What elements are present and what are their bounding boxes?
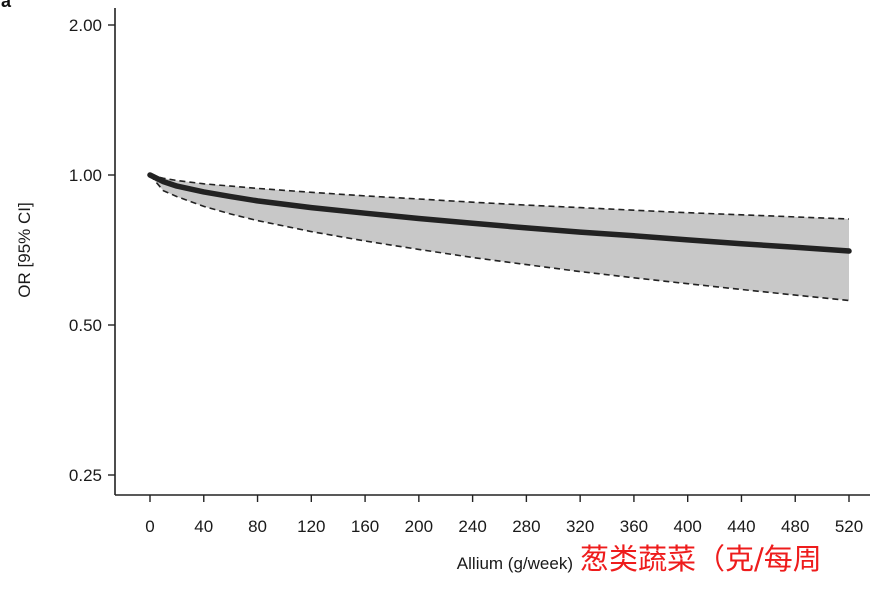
ticks: 0 40 80 120 160 200 240 280 320 360 400 440 480 520 2.… xyxy=(69,16,863,536)
x-tick-label: 520 xyxy=(835,517,863,536)
x-tick-label: 200 xyxy=(405,517,433,536)
x-tick-label: 360 xyxy=(620,517,648,536)
lower-ci-line xyxy=(149,174,850,302)
upper-ci-line xyxy=(149,174,850,220)
y-tick-label: 2.00 xyxy=(69,16,102,35)
x-tick-label: 40 xyxy=(194,517,213,536)
y-tick-label: 1.00 xyxy=(69,166,102,185)
y-axis-title: OR [95% CI] xyxy=(15,202,34,297)
x-tick-label: 80 xyxy=(248,517,267,536)
x-tick-label: 0 xyxy=(145,517,154,536)
ci-band xyxy=(150,175,849,301)
x-tick-label: 440 xyxy=(727,517,755,536)
axes xyxy=(114,8,870,496)
x-axis-title: Allium (g/week) xyxy=(457,554,573,573)
y-tick-label: 0.50 xyxy=(69,316,102,335)
or-line xyxy=(147,172,852,254)
x-tick-label: 280 xyxy=(512,517,540,536)
x-tick-label: 400 xyxy=(674,517,702,536)
x-tick-label: 320 xyxy=(566,517,594,536)
x-tick-label: 120 xyxy=(297,517,325,536)
x-tick-label: 160 xyxy=(351,517,379,536)
panel-label: a xyxy=(1,0,12,11)
x-tick-label: 480 xyxy=(781,517,809,536)
x-axis-title-translation: 葱类蔬菜（克/每周 xyxy=(580,542,822,576)
ci-band-layer xyxy=(150,175,849,301)
or-line-layer xyxy=(147,172,852,302)
y-tick-label: 0.25 xyxy=(69,466,102,485)
x-tick-label: 240 xyxy=(458,517,486,536)
